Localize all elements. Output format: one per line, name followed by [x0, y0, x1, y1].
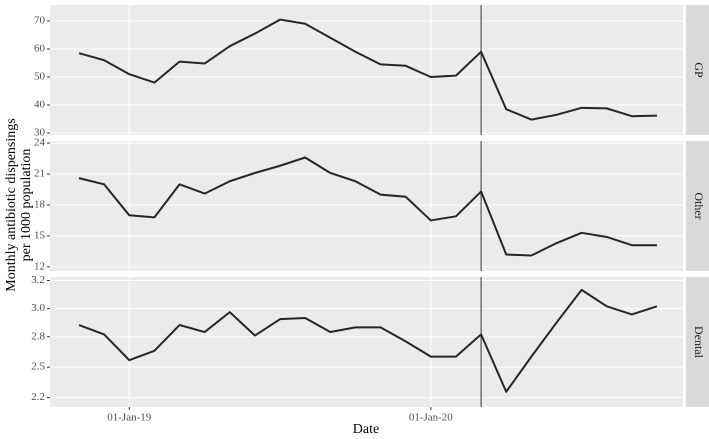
- y-tick-label: 30: [34, 127, 46, 139]
- y-tick-label: 18: [34, 198, 46, 210]
- x-axis-title: Date: [353, 422, 379, 437]
- strip-background: [686, 5, 709, 135]
- strip-label: GP: [692, 62, 706, 78]
- y-tick-label: 40: [34, 99, 46, 111]
- y-tick-label: 70: [34, 15, 46, 27]
- strip-background: [686, 277, 709, 407]
- strip-label: Other: [692, 192, 706, 219]
- y-tick-label: 2.2: [31, 391, 45, 403]
- series-line: [78, 18, 658, 121]
- y-tick-label: 12: [34, 260, 45, 272]
- y-tick-label: 50: [34, 71, 46, 83]
- panel-background: [50, 277, 683, 407]
- x-tick-label: 01-Jan-20: [409, 412, 453, 424]
- y-tick-label: 21: [34, 168, 45, 180]
- panel-background: [50, 5, 683, 135]
- y-axis-title: Monthly antibiotic dispensings: [4, 118, 19, 291]
- y-tick-label: 24: [34, 137, 46, 149]
- y-tick-label: 2.8: [31, 330, 45, 342]
- y-axis-title: per 1000 population: [19, 149, 34, 262]
- strip-background: [686, 141, 709, 271]
- y-tick-label: 15: [34, 229, 46, 241]
- y-tick-label: 3.2: [31, 274, 45, 286]
- panel-background: [50, 141, 683, 271]
- x-tick-label: 01-Jan-19: [107, 412, 151, 424]
- y-tick-label: 2.5: [31, 361, 45, 373]
- series-line: [78, 156, 657, 257]
- strip-label: Dental: [692, 326, 706, 359]
- series-line: [78, 288, 658, 393]
- y-tick-label: 60: [34, 43, 46, 55]
- y-tick-label: 3.0: [31, 302, 45, 314]
